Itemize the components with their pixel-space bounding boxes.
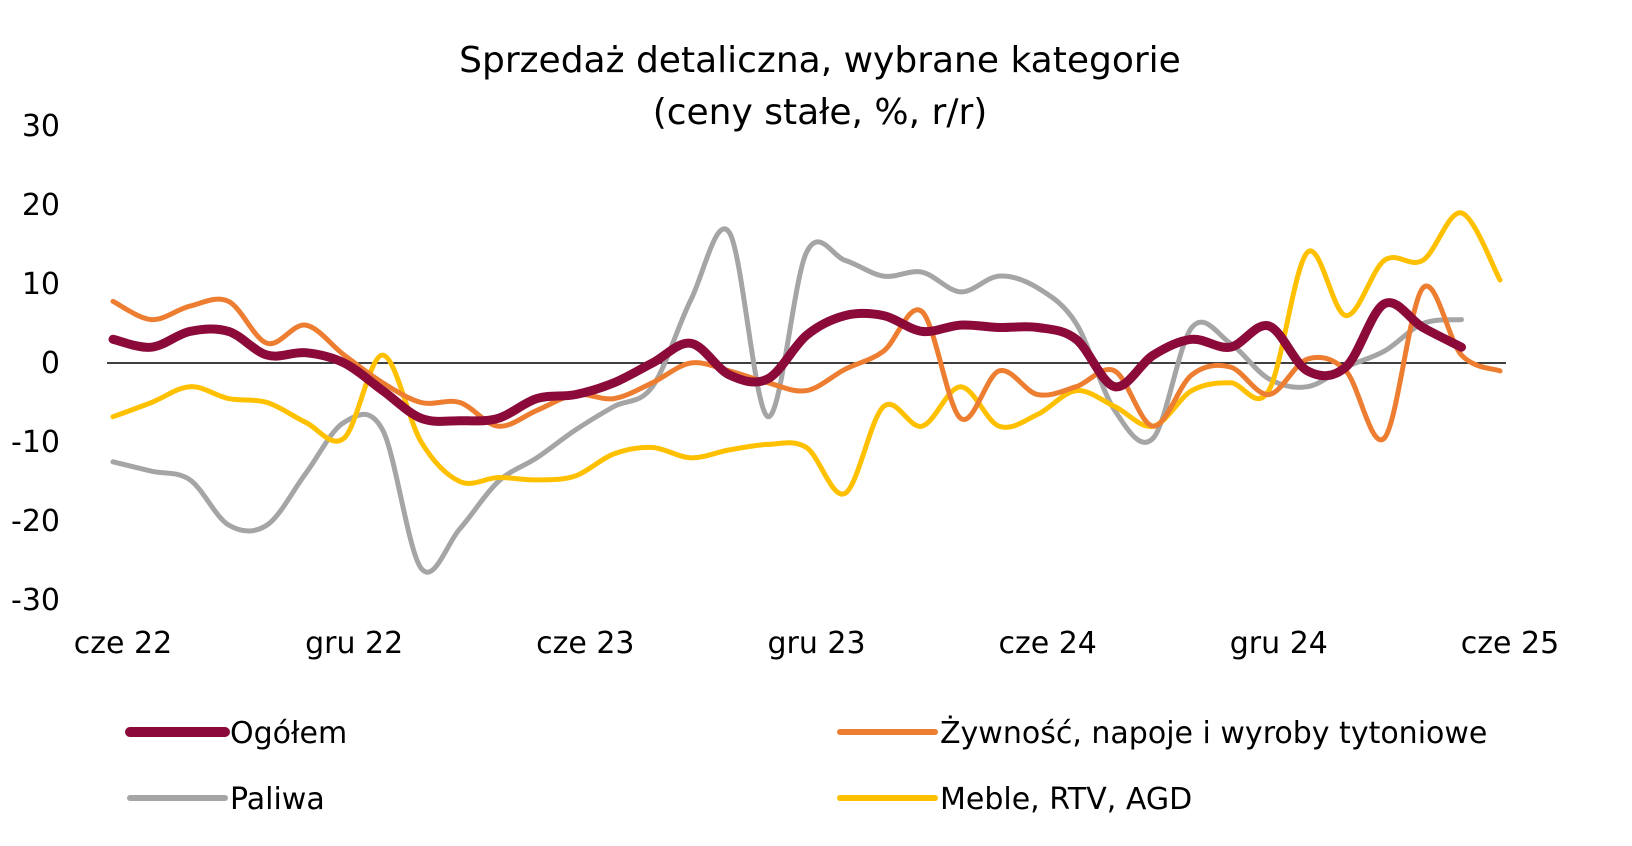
series-line-ogolem bbox=[108, 298, 1466, 426]
legend-label: Paliwa bbox=[230, 782, 325, 817]
legend: Ogółem Żywność, napoje i wyroby tytoniowe… bbox=[125, 715, 1487, 817]
x-axis-tick-labels: cze 22 gru 22 cze 23 gru 23 cze 24 gru 24 cze … bbox=[74, 626, 1559, 661]
x-tick-label: cze 23 bbox=[536, 626, 634, 661]
y-tick-label: -10 bbox=[11, 425, 60, 460]
legend-item-meble: Meble, RTV, AGD bbox=[837, 782, 1192, 817]
y-tick-label: -20 bbox=[11, 504, 60, 539]
x-tick-label: gru 22 bbox=[305, 626, 403, 661]
y-tick-label: 0 bbox=[41, 346, 60, 381]
x-tick-label: gru 23 bbox=[767, 626, 865, 661]
x-tick-label: gru 24 bbox=[1230, 626, 1328, 661]
legend-label: Meble, RTV, AGD bbox=[940, 782, 1192, 817]
legend-label: Żywność, napoje i wyroby tytoniowe bbox=[940, 715, 1487, 751]
x-tick-label: cze 24 bbox=[998, 626, 1096, 661]
series-lines bbox=[108, 210, 1503, 575]
x-tick-label: cze 22 bbox=[74, 626, 172, 661]
y-tick-label: 20 bbox=[22, 188, 60, 223]
chart-title-line-2: (ceny stałe, %, r/r) bbox=[653, 92, 988, 133]
series-line-meble bbox=[110, 210, 1503, 497]
series-line-paliwa bbox=[110, 226, 1464, 575]
y-tick-label: -30 bbox=[11, 583, 60, 618]
legend-item-zywnosc: Żywność, napoje i wyroby tytoniowe bbox=[837, 715, 1487, 751]
y-tick-label: 30 bbox=[22, 109, 60, 144]
y-axis-tick-labels: 30 20 10 0 -10 -20 -30 bbox=[11, 109, 60, 618]
x-tick-label: cze 25 bbox=[1461, 626, 1559, 661]
legend-label: Ogółem bbox=[230, 716, 347, 751]
y-tick-label: 10 bbox=[22, 267, 60, 302]
legend-item-ogolem: Ogółem bbox=[125, 716, 347, 751]
chart-title-line-1: Sprzedaż detaliczna, wybrane kategorie bbox=[459, 40, 1181, 81]
legend-item-paliwa: Paliwa bbox=[127, 782, 325, 817]
